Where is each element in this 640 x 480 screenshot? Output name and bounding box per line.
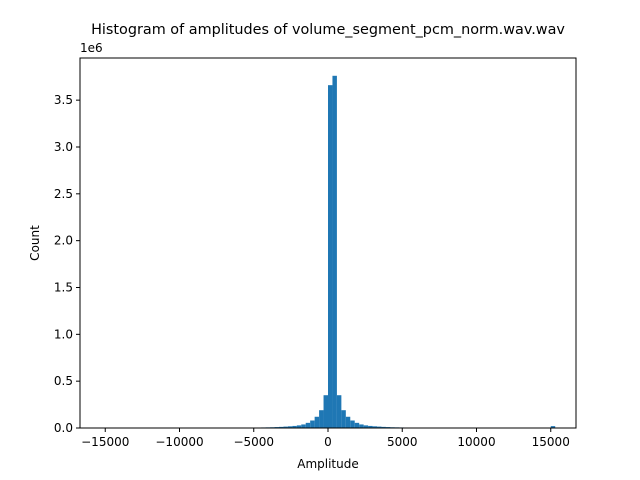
- histogram-bar: [350, 420, 355, 428]
- chart-title: Histogram of amplitudes of volume_segmen…: [91, 22, 565, 38]
- x-tick-label: 10000: [457, 435, 495, 449]
- y-tick-label: 2.0: [54, 234, 73, 248]
- histogram-bar: [328, 85, 333, 429]
- histogram-bar: [550, 426, 556, 428]
- x-tick-label: −15000: [81, 435, 129, 449]
- plot-frame: [79, 57, 577, 429]
- histogram-bar: [354, 422, 360, 428]
- y-tick-label: 3.0: [54, 140, 73, 154]
- y-offset-label: 1e6: [80, 41, 103, 55]
- histogram-bar: [377, 426, 382, 428]
- histogram-bar: [310, 420, 315, 428]
- histogram-bar: [345, 416, 351, 428]
- y-tick-label: 3.5: [54, 93, 73, 107]
- histogram-bar: [359, 424, 364, 428]
- y-axis-ticks: 0.0 0.5 1.0 1.5 2.0 2.5 3.0 3.5: [54, 93, 80, 435]
- x-axis-ticks: −15000 −10000 −5000 0 5000 10000 15000: [81, 428, 570, 449]
- x-tick-label: −5000: [233, 435, 274, 449]
- y-tick-label: 0.5: [54, 374, 73, 388]
- histogram-bar: [341, 410, 346, 428]
- x-axis-label: Amplitude: [297, 457, 359, 471]
- histogram-bar: [314, 416, 320, 428]
- histogram-bar: [292, 425, 297, 428]
- histogram-bar: [363, 425, 369, 428]
- y-tick-label: 0.0: [54, 421, 73, 435]
- histogram-bar: [381, 426, 386, 428]
- histogram-bar: [278, 426, 284, 428]
- histogram-bar: [301, 424, 306, 428]
- histogram-bar: [319, 410, 324, 428]
- x-tick-label: 15000: [532, 435, 570, 449]
- histogram-bar: [305, 422, 311, 428]
- histogram-bar: [287, 426, 293, 428]
- histogram-bar: [372, 426, 378, 428]
- histogram-bar: [368, 425, 373, 428]
- x-tick-label: −10000: [155, 435, 203, 449]
- histogram-bar: [323, 395, 328, 428]
- histogram-bar: [332, 75, 337, 428]
- y-tick-label: 1.0: [54, 327, 73, 341]
- histogram-bar: [296, 425, 302, 428]
- x-tick-label: 5000: [387, 435, 418, 449]
- y-tick-label: 1.5: [54, 280, 73, 294]
- histogram-bar: [283, 426, 288, 428]
- y-tick-label: 2.5: [54, 187, 73, 201]
- y-axis-label: Count: [28, 225, 42, 261]
- x-tick-label: 0: [324, 435, 332, 449]
- histogram-bar: [336, 395, 342, 428]
